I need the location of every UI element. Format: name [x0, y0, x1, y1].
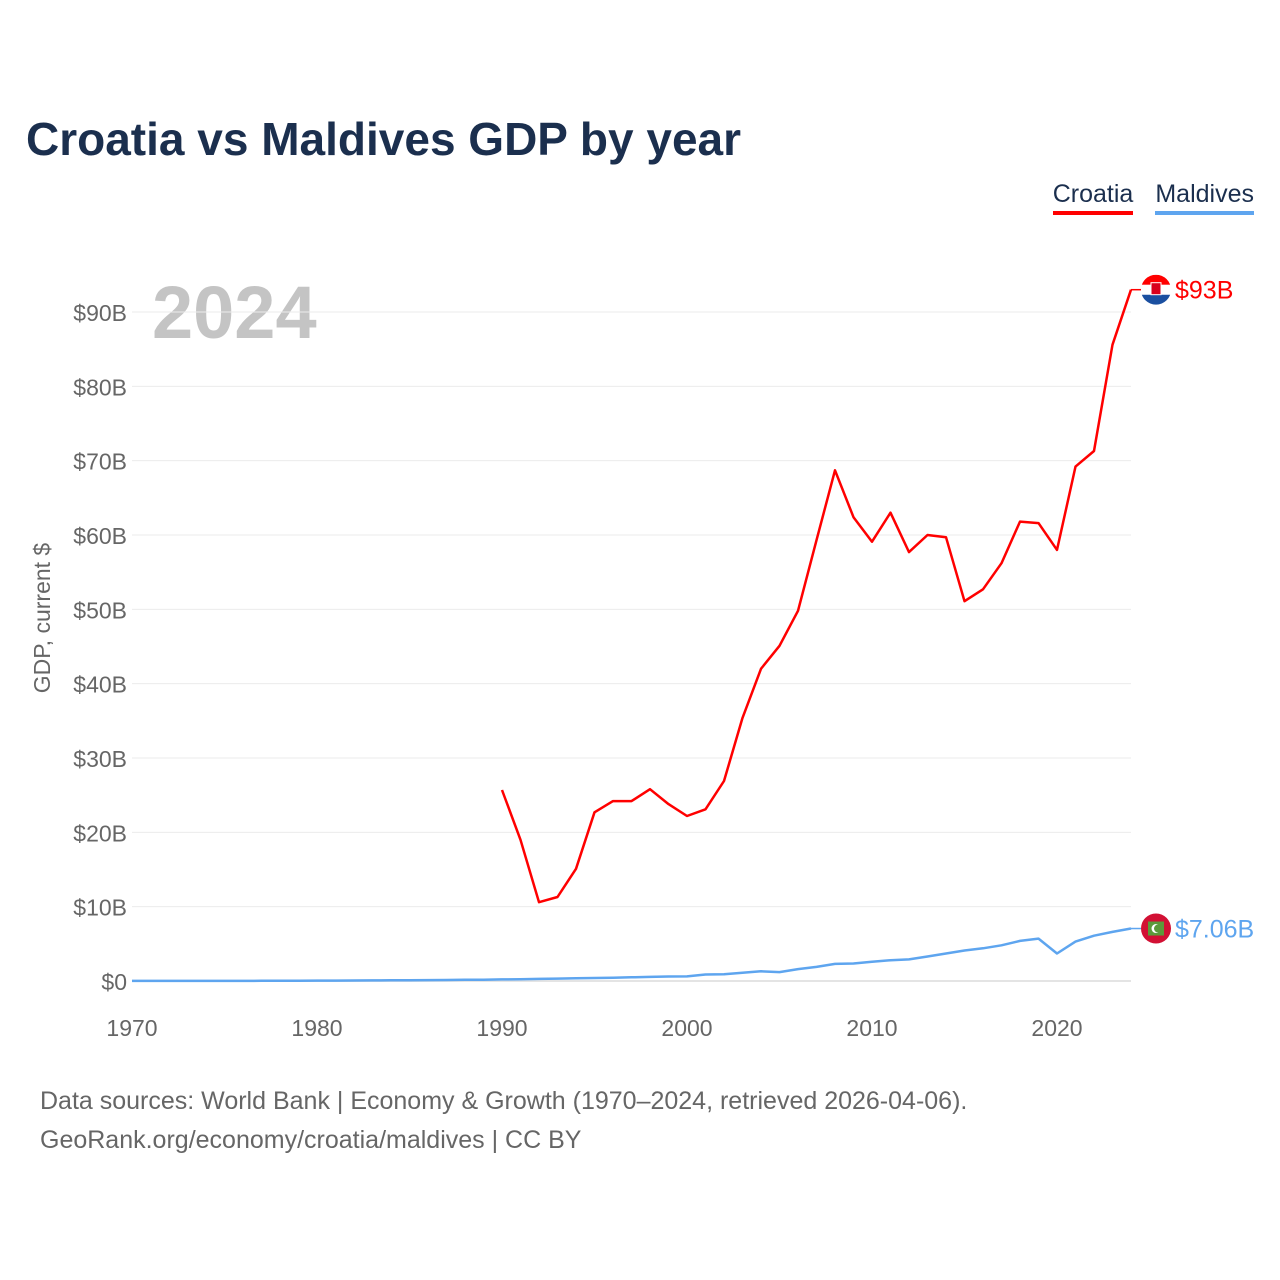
- x-tick-label: 2020: [1031, 1015, 1082, 1041]
- y-tick-label: $80B: [73, 374, 127, 400]
- x-tick-label: 1970: [106, 1015, 157, 1041]
- y-tick-label: $0: [101, 969, 127, 995]
- end-value-label: $93B: [1175, 277, 1233, 305]
- end-value-label: $7.06B: [1175, 916, 1254, 944]
- x-tick-label: 2000: [661, 1015, 712, 1041]
- x-tick-label: 1980: [291, 1015, 342, 1041]
- legend-croatia[interactable]: Croatia: [1052, 180, 1134, 215]
- series-line-croatia: [500, 289, 1133, 904]
- source-line-2[interactable]: GeoRank.org/economy/croatia/maldives | C…: [40, 1126, 582, 1154]
- series-line-maldives: [132, 927, 1132, 983]
- y-tick-label: $10B: [73, 895, 127, 921]
- source-line-1: Data sources: World Bank | Economy & Gro…: [40, 1087, 968, 1115]
- source-note: Data sources: World Bank | Economy & Gro…: [40, 1082, 967, 1160]
- croatia-flag-icon: [1141, 274, 1171, 285]
- croatia-flag-icon: [1141, 294, 1171, 305]
- x-tick-label: 2010: [846, 1015, 897, 1041]
- croatia-shield-icon: [1150, 282, 1162, 296]
- y-tick-label: $70B: [73, 449, 127, 475]
- y-tick-label: $20B: [73, 820, 127, 846]
- y-tick-label: $40B: [73, 672, 127, 698]
- legend-maldives[interactable]: Maldives: [1155, 180, 1254, 215]
- x-tick-label: 1990: [476, 1015, 527, 1041]
- y-tick-label: $90B: [73, 300, 127, 326]
- chart-title: Croatia vs Maldives GDP by year: [26, 113, 742, 165]
- y-tick-label: $30B: [73, 746, 127, 772]
- maldives-crescent-icon: [1154, 924, 1162, 933]
- legend: Croatia Maldives: [1052, 180, 1254, 215]
- y-axis-label: GDP, current $: [29, 543, 55, 694]
- y-tick-label: $60B: [73, 523, 127, 549]
- y-tick-label: $50B: [73, 597, 127, 623]
